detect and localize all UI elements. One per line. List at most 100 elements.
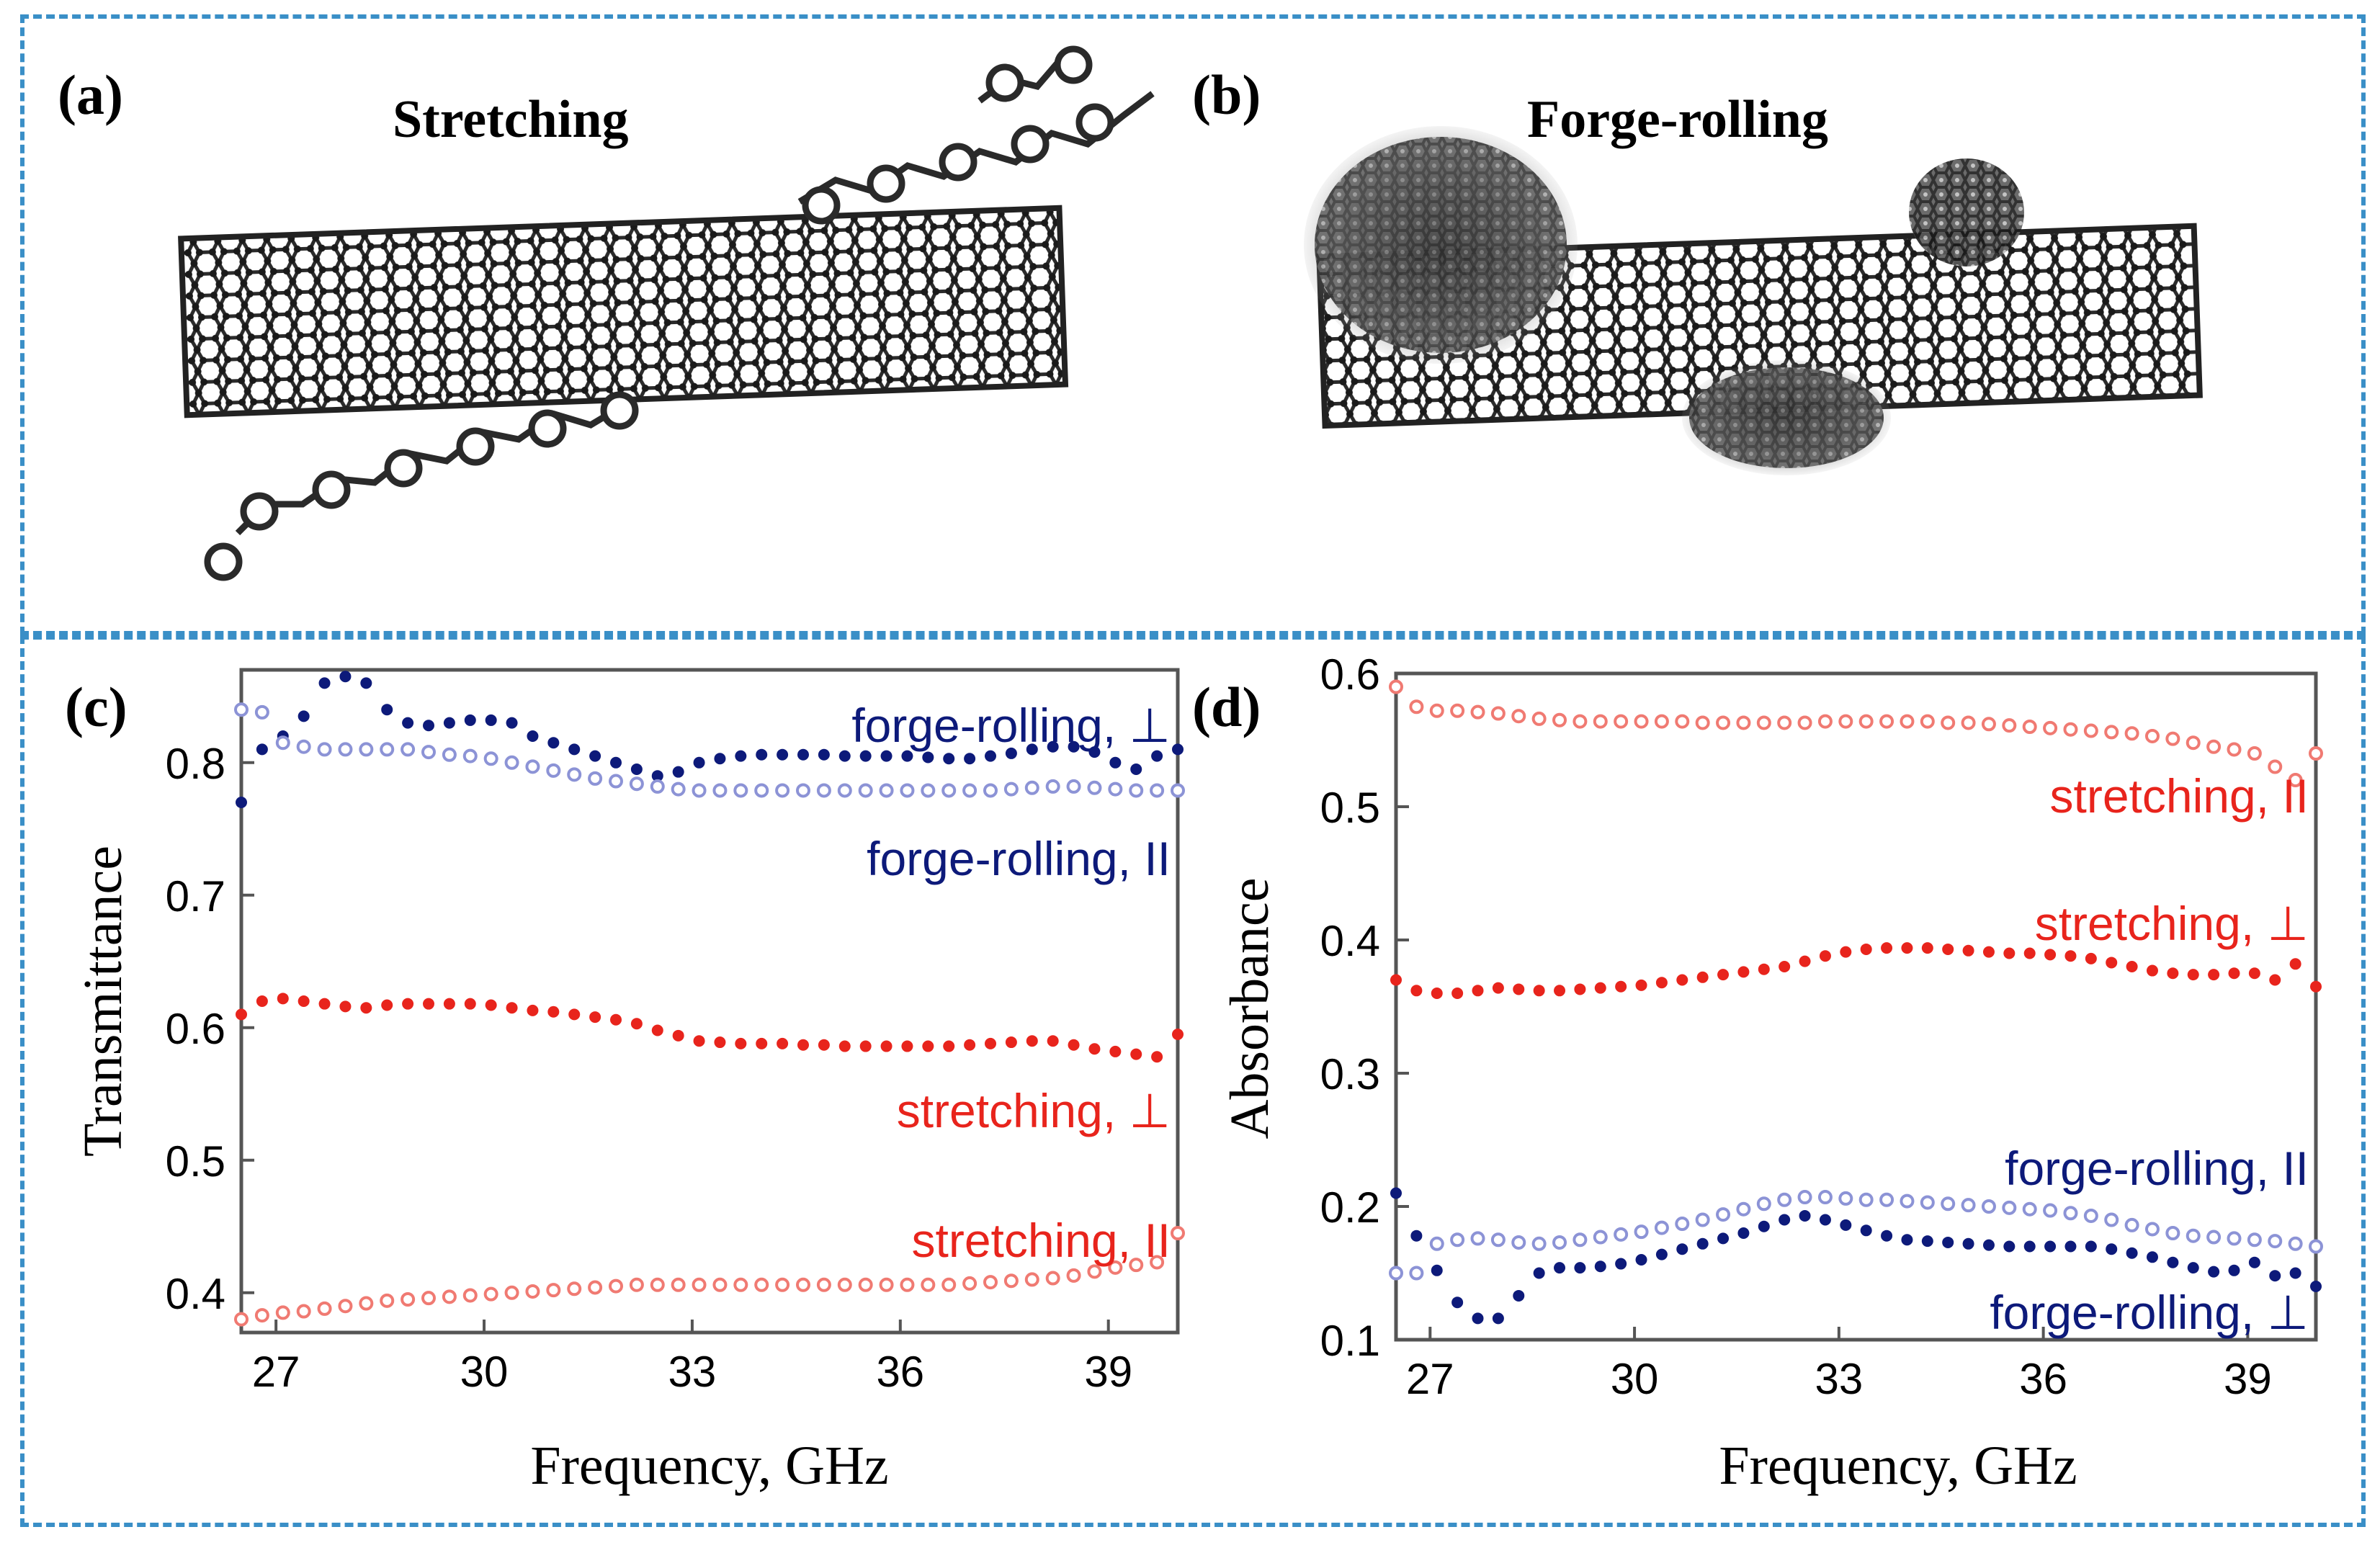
d-point [1513,983,1525,995]
c-point [671,782,686,797]
d-series-4 [1390,1187,2322,1325]
c-point [277,993,289,1005]
d-point [2167,967,2179,980]
d-point [1756,715,1771,730]
d-point [2288,773,2303,787]
d-point [1429,1236,1444,1251]
c-point [797,748,809,761]
c-point [236,797,247,808]
d-point [1799,1209,1811,1222]
d-point [2002,1200,2017,1215]
c-point [254,1308,269,1323]
d-ytick-label: 0.1 [1320,1317,1380,1365]
d-point [2044,1240,2057,1253]
c-point [360,1002,372,1014]
c-point [421,745,436,760]
c-point [879,783,894,798]
c-point [1026,1035,1038,1047]
d-point [2064,950,2077,962]
d-point [1390,974,1402,986]
c-point [712,783,728,798]
chart-c-ylabel: Transmittance [73,846,133,1157]
d-point [1574,983,1586,995]
chart-c-annotation-3: stretching, ⊥ [897,1084,1171,1137]
d-point [2288,1236,2303,1251]
d-point [2083,1208,2098,1223]
c-series-1 [236,671,1184,808]
d-point [1838,1191,1853,1206]
c-point [567,1281,582,1297]
chart-c-xlabel: Frequency, GHz [530,1436,888,1496]
d-point [2124,1217,2139,1232]
d-point [1450,703,1465,718]
d-point [1511,1235,1526,1250]
c-point [672,1029,684,1042]
c-point [589,1011,601,1024]
d-point [1961,715,1976,730]
c-point [1066,1268,1081,1283]
d-xtick-label: 27 [1406,1355,1454,1403]
d-point [1492,1312,1504,1325]
d-point [1756,1196,1771,1212]
d-point [1941,715,1956,730]
d-series-2 [1390,942,2322,999]
d-point [1695,1212,1710,1227]
c-point [629,776,644,792]
c-point [402,998,414,1010]
c-point [443,717,455,729]
c-point [754,783,769,798]
d-point [1838,714,1853,729]
nanotube-forge-rolling-illustration [1304,126,2203,475]
c-point [943,1040,955,1052]
c-point [1068,740,1080,753]
c-point [1068,1039,1080,1051]
c-point [733,783,748,798]
d-point [2003,947,2016,959]
d-point [1737,1227,1750,1239]
d-point [1879,1192,1894,1207]
d-point [2144,1222,2160,1237]
d-point [1982,946,1995,958]
c-point [777,748,789,761]
d-point [2165,731,2180,746]
c-point [962,1276,978,1291]
c-point [485,999,497,1011]
d-point [2165,1226,2180,1240]
c-point [1003,1273,1019,1289]
d-point [1431,988,1443,999]
c-point [1047,740,1059,753]
panel-a-label: (a) [58,63,123,126]
c-point [735,1037,747,1049]
d-xtick-label: 36 [2019,1355,2067,1403]
d-point [1593,1230,1608,1245]
c-xtick-label: 39 [1084,1348,1132,1396]
d-point [1941,1196,1956,1212]
c-xtick-label: 33 [668,1348,717,1396]
c-point [922,751,934,763]
d-point [2023,1240,2036,1253]
c-point [360,677,372,689]
d-point [2310,980,2322,993]
d-point [1981,717,1996,732]
chart-d-plot-area [1394,671,2318,1342]
c-point [1109,756,1122,769]
c-point [859,750,872,762]
c-point [485,714,497,726]
c-point [547,1006,560,1018]
c-point [1005,747,1017,759]
c-point [338,742,353,757]
c-point [1171,783,1185,798]
c-point [527,1004,539,1016]
c-point [546,1283,561,1298]
d-point [1572,1232,1588,1248]
bottom-panel-frame [20,635,2366,1527]
d-point [1531,711,1547,726]
d-point [1552,1235,1567,1250]
d-point [2186,735,2201,751]
d-point [1819,950,1831,962]
c-point [672,766,684,778]
d-point [1858,1192,1874,1207]
d-point [1552,712,1567,727]
c-point [816,1277,831,1292]
d-point [1900,1194,1915,1209]
